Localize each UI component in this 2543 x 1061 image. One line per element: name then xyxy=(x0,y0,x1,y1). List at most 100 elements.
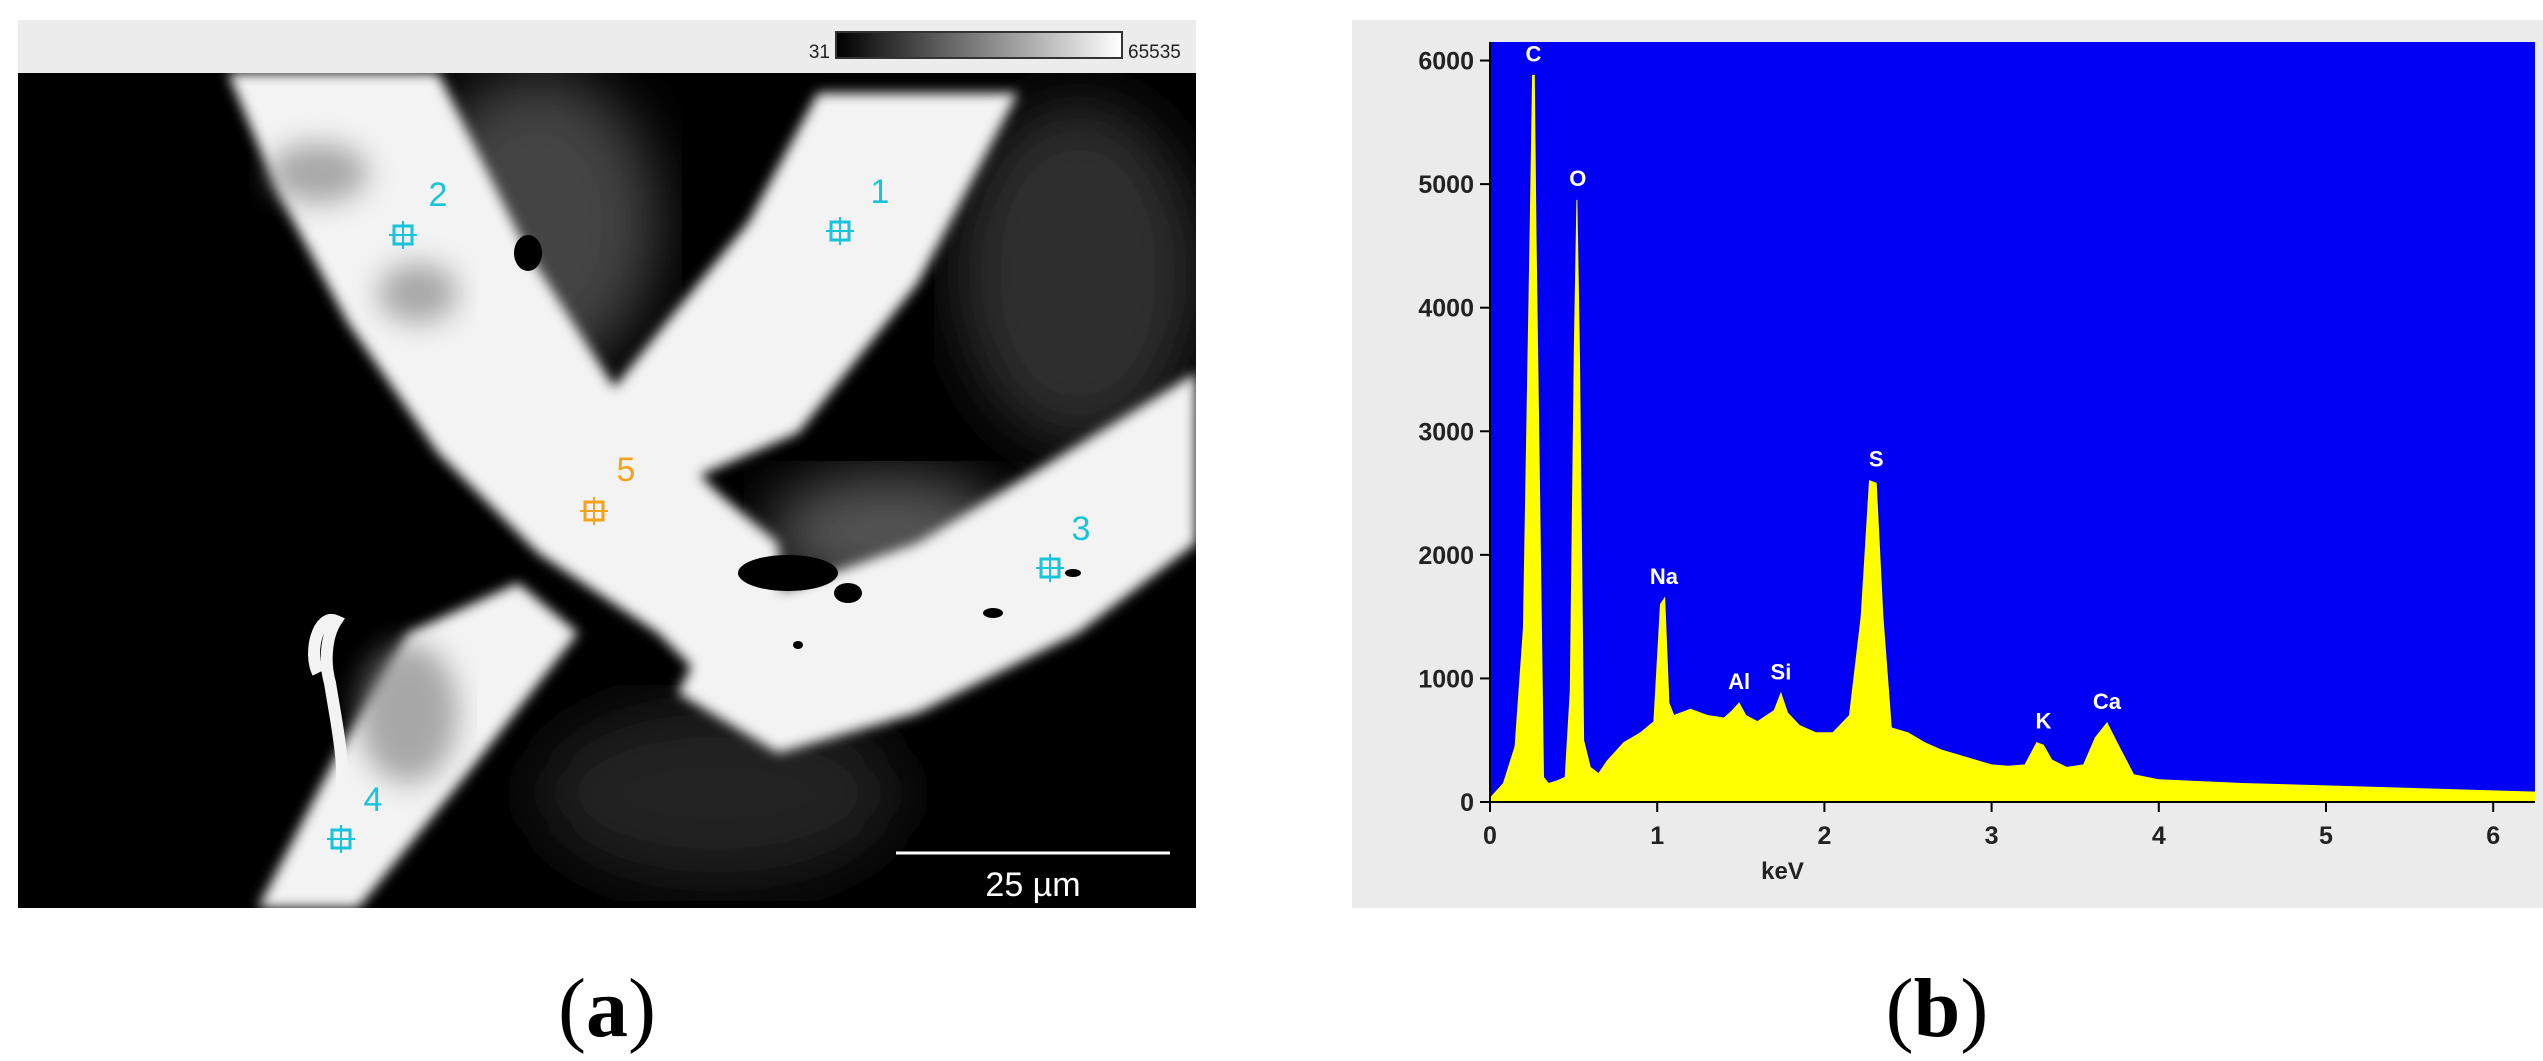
x-tick-label: 1 xyxy=(1650,822,1664,850)
spectrum-point xyxy=(1640,732,1641,734)
peak-label-na: Na xyxy=(1650,564,1679,589)
spectrum-point xyxy=(1535,233,1537,234)
spectrum-point xyxy=(1623,742,1625,744)
measurement-point-label: 2 xyxy=(429,176,448,214)
spectrum-point xyxy=(1869,480,1870,482)
eds-spectrum-chart: 0 1000 2000 3000 4000 5000 6000 0 1 2 3 4 5 6 keV C O Na A… xyxy=(1352,20,2543,908)
spectrum-point xyxy=(1706,715,1708,716)
x-tick-label: 4 xyxy=(2152,822,2166,850)
x-axis-label: keV xyxy=(1761,858,1804,885)
colorbar-min-label: 31 xyxy=(809,42,830,63)
spectrum-point xyxy=(1690,708,1692,710)
spectrum-point xyxy=(1583,739,1585,741)
spectrum-point xyxy=(1924,742,1926,744)
spectrum-point xyxy=(1576,199,1578,201)
sem-topbar: 31 65535 xyxy=(18,20,1196,73)
y-tick-label: 0 xyxy=(1460,789,1474,817)
spectrum-point xyxy=(1598,773,1600,775)
spectrum-point xyxy=(1907,732,1909,734)
spectrum-point xyxy=(1991,764,1993,766)
sem-panel: 31 65535 xyxy=(18,20,1196,908)
spectrum-point xyxy=(1731,710,1733,712)
colorbar xyxy=(835,31,1123,59)
sem-micrograph: 1 2 3 4 5 25 µm xyxy=(18,73,1196,908)
spectrum-point xyxy=(2007,765,2009,767)
spectrum-point xyxy=(1664,597,1666,599)
spectrum-point xyxy=(2066,766,2068,768)
spectrum-point xyxy=(1849,715,1850,716)
spectrum-point xyxy=(2534,791,2536,793)
spectrum-point xyxy=(1543,776,1544,778)
spectrum-series xyxy=(1489,74,2536,803)
spectrum-point xyxy=(1673,715,1675,716)
spectrum-point xyxy=(1569,690,1571,692)
spectrum-point xyxy=(1573,344,1575,346)
x-tick-label: 0 xyxy=(1483,822,1497,850)
spectrum-point xyxy=(1745,715,1747,716)
spectrum-point xyxy=(2325,785,2327,787)
peak-label-k: K xyxy=(2035,709,2051,734)
spectrum-point xyxy=(1787,712,1789,714)
x-tick-label: 3 xyxy=(1985,822,1999,850)
spectrum-point xyxy=(1548,783,1549,784)
colorbar-max-label: 65535 xyxy=(1128,42,1181,63)
spectrum-point xyxy=(2083,764,2085,766)
spectrum-point xyxy=(1957,754,1959,756)
measurement-point-2: 2 xyxy=(389,176,447,249)
spectrum-point xyxy=(1653,721,1655,723)
spectrum-point xyxy=(1773,710,1775,712)
spectrum-point xyxy=(1502,783,1504,784)
spectrum-point xyxy=(2241,783,2243,784)
caption-a: (a) xyxy=(558,962,656,1055)
spectrum-point xyxy=(2116,742,2118,744)
measurement-point-label: 1 xyxy=(871,173,890,211)
measurement-point-5: 5 xyxy=(580,451,635,525)
spectrum-point xyxy=(2133,774,2135,776)
x-tick-label: 2 xyxy=(1817,822,1831,850)
spectrum-point xyxy=(1522,628,1524,630)
spectrum-point xyxy=(1564,776,1566,778)
caption-b: (b) xyxy=(1885,962,1989,1055)
spectrum-points xyxy=(1489,74,2536,799)
measurement-point-3: 3 xyxy=(1036,510,1090,582)
spectrum-point xyxy=(2051,759,2053,761)
spectrum-point xyxy=(2158,779,2160,781)
spectrum-point xyxy=(1757,721,1758,723)
measurement-points: 1 2 3 4 5 xyxy=(327,173,1090,853)
x-tick-label: 6 xyxy=(2486,822,2500,850)
peak-label-si: Si xyxy=(1771,659,1792,684)
y-tick-label: 1000 xyxy=(1418,665,1474,693)
measurement-point-1: 1 xyxy=(826,173,889,245)
spectrum-point xyxy=(2024,764,2026,766)
peak-label-al: Al xyxy=(1728,669,1750,694)
spectrum-point xyxy=(1723,717,1725,719)
spectrum-point xyxy=(1940,749,1942,751)
spectrum-point xyxy=(2042,744,2044,746)
x-tick-label: 5 xyxy=(2319,822,2333,850)
spectrum-point xyxy=(1532,74,1534,76)
peak-label-c: C xyxy=(1526,41,1542,66)
eds-spectrum-panel: 0 1000 2000 3000 4000 5000 6000 0 1 2 3 4 5 6 keV C O Na A… xyxy=(1352,20,2543,908)
measurement-point-label: 5 xyxy=(617,451,636,489)
spectrum-point xyxy=(1798,724,1800,726)
spectrum-point xyxy=(1533,74,1535,76)
spectrum-point xyxy=(1780,692,1782,694)
measurement-point-label: 4 xyxy=(364,781,383,819)
spectrum-point xyxy=(2492,790,2494,792)
spectrum-point xyxy=(1890,727,1892,729)
spectrum-point xyxy=(1529,233,1531,234)
plot-area xyxy=(1490,42,2535,802)
spectrum-point xyxy=(1556,780,1558,782)
spectrum-point xyxy=(2036,742,2038,744)
spectrum-point xyxy=(1738,702,1740,704)
scale-bar-label: 25 µm xyxy=(985,866,1080,904)
spectrum-point xyxy=(1668,702,1670,704)
spectrum-point xyxy=(1589,766,1591,768)
measurement-point-label: 3 xyxy=(1072,510,1091,548)
y-tick-label: 5000 xyxy=(1418,171,1474,199)
spectrum-point xyxy=(1832,732,1834,734)
measurement-point-4: 4 xyxy=(327,781,382,853)
spectrum-point xyxy=(1606,760,1608,762)
peak-label-ca: Ca xyxy=(2093,689,2122,714)
y-tick-label: 6000 xyxy=(1418,48,1474,76)
